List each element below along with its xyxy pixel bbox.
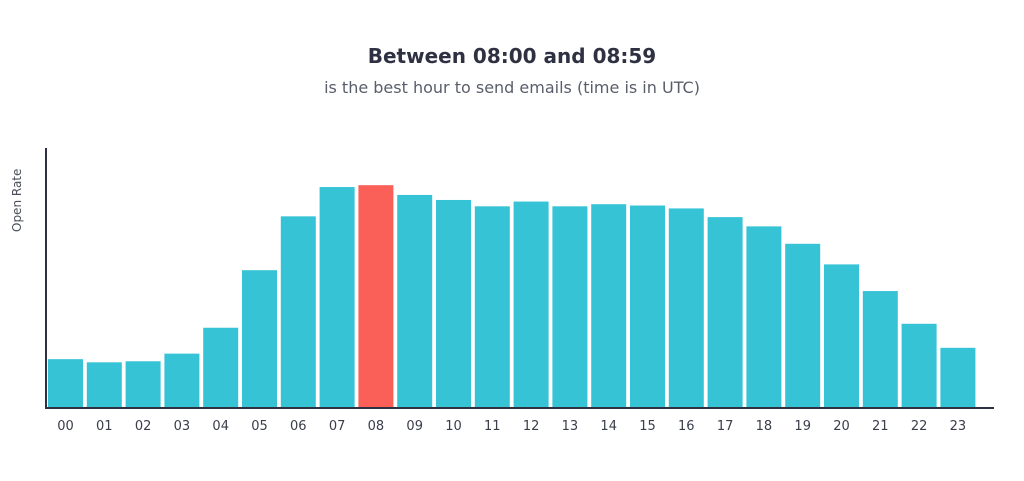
x-tick-label-02: 02: [135, 419, 152, 434]
x-tick-label-15: 15: [639, 419, 656, 434]
bar-15: [630, 205, 665, 408]
x-tick-label-01: 01: [96, 419, 113, 434]
bar-22: [901, 323, 937, 408]
x-tick-label-12: 12: [523, 419, 540, 434]
bar-11: [474, 206, 510, 408]
x-tick-label-09: 09: [406, 419, 423, 434]
bar-09: [397, 194, 433, 408]
bar-00: [48, 359, 83, 408]
x-tick-label-07: 07: [329, 419, 346, 434]
chart-subtitle: is the best hour to send emails (time is…: [324, 78, 700, 97]
x-tick-label-13: 13: [562, 419, 579, 434]
bar-07: [319, 187, 355, 408]
bar-10: [436, 199, 471, 408]
chart-title: Between 08:00 and 08:59: [367, 44, 657, 68]
x-tick-label-14: 14: [600, 419, 617, 434]
bar-17: [707, 217, 743, 408]
bar-18: [746, 226, 782, 408]
bars-group: [48, 185, 976, 408]
y-axis-label: Open Rate: [10, 169, 24, 232]
x-tick-label-00: 00: [57, 419, 74, 434]
x-tick-label-20: 20: [833, 419, 850, 434]
bar-08: [358, 185, 394, 408]
bar-21: [862, 291, 898, 408]
x-tick-label-03: 03: [174, 419, 191, 434]
bar-23: [940, 347, 976, 408]
bar-06: [280, 216, 316, 408]
bar-13: [552, 206, 588, 408]
x-tick-label-19: 19: [794, 419, 811, 434]
bar-19: [785, 243, 821, 408]
bar-20: [824, 264, 859, 408]
x-tick-label-04: 04: [212, 419, 229, 434]
x-tick-label-22: 22: [911, 419, 928, 434]
x-tick-label-17: 17: [717, 419, 734, 434]
bar-05: [242, 270, 277, 408]
bar-01: [86, 362, 122, 408]
x-tick-label-18: 18: [756, 419, 773, 434]
x-tick-label-10: 10: [445, 419, 462, 434]
bar-14: [591, 204, 627, 408]
bar-03: [164, 353, 200, 408]
x-tick-label-23: 23: [950, 419, 967, 434]
x-tick-label-05: 05: [251, 419, 268, 434]
x-tick-label-11: 11: [484, 419, 501, 434]
bar-02: [125, 361, 161, 408]
x-tick-labels: 00 01 02 03 04 05 06 07 08 09 10 11 12 13 14 15 16 17 18 19…: [57, 419, 966, 434]
bar-04: [203, 327, 239, 408]
bar-12: [513, 201, 549, 408]
x-tick-label-08: 08: [368, 419, 385, 434]
x-tick-label-21: 21: [872, 419, 889, 434]
bar-16: [668, 208, 704, 408]
x-tick-label-06: 06: [290, 419, 307, 434]
x-tick-label-16: 16: [678, 419, 695, 434]
